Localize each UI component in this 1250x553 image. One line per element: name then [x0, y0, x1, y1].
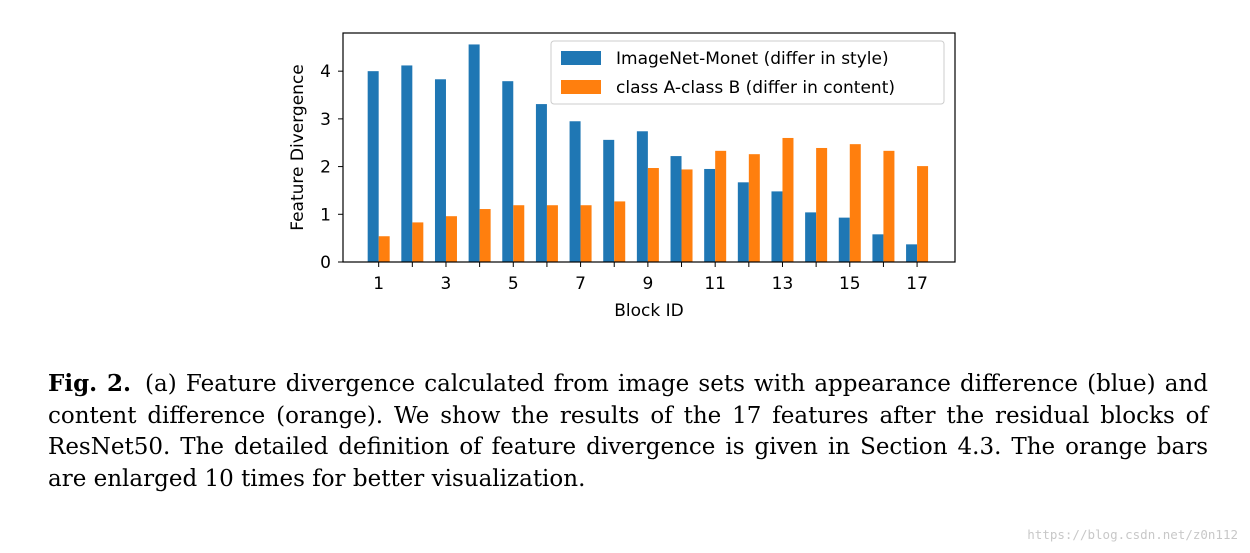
- bar-content-block-8: [614, 201, 626, 262]
- bar-style-block-9: [636, 131, 648, 262]
- bar-style-block-2: [401, 65, 413, 262]
- bar-content-block-9: [647, 168, 659, 262]
- legend-swatch-content: [561, 80, 601, 94]
- bar-style-block-8: [603, 139, 615, 262]
- bar-style-block-14: [805, 212, 817, 262]
- bar-style-block-1: [367, 71, 379, 263]
- bar-style-block-5: [502, 81, 514, 262]
- bar-style-block-11: [704, 168, 716, 262]
- bar-content-block-17: [917, 166, 929, 262]
- bar-content-block-1: [378, 236, 390, 262]
- bar-style-block-7: [569, 121, 581, 263]
- bar-content-block-5: [513, 205, 525, 262]
- y-tick-label: 2: [320, 158, 331, 178]
- y-tick-label: 0: [320, 253, 331, 273]
- legend-label-style: ImageNet-Monet (differ in style): [616, 49, 889, 69]
- bar-style-block-13: [771, 191, 783, 262]
- y-tick-label: 4: [320, 62, 331, 82]
- bar-style-block-16: [872, 234, 884, 262]
- legend-swatch-style: [561, 51, 601, 65]
- bar-style-block-6: [535, 104, 547, 262]
- x-tick-label: 17: [906, 274, 928, 294]
- x-tick-label: 1: [373, 274, 384, 294]
- x-tick-label: 5: [508, 274, 519, 294]
- watermark: https://blog.csdn.net/z0n112: [1027, 527, 1238, 542]
- bar-content-block-2: [412, 222, 424, 262]
- x-axis-label: Block ID: [614, 301, 684, 321]
- bar-content-block-12: [748, 154, 760, 262]
- caption-text: (a) Feature divergence calculated from i…: [48, 371, 1208, 492]
- bar-content-block-10: [681, 169, 693, 262]
- chart-figure: 1 3 5 7 9 11 13 15 17 0 1 2 3 4 Block ID Feature Diver…: [288, 32, 956, 321]
- bar-content-block-11: [715, 150, 727, 262]
- caption-label: Fig. 2.: [48, 370, 132, 397]
- bar-content-block-15: [849, 144, 861, 262]
- x-tick-label: 11: [704, 274, 726, 294]
- figure-caption: Fig. 2. (a) Feature divergence calculated…: [48, 368, 1208, 495]
- plot-frame: [342, 32, 956, 263]
- x-tick-label: 9: [642, 274, 653, 294]
- y-tick-label: 3: [320, 110, 331, 130]
- x-tick-label: 7: [575, 274, 586, 294]
- bar-content-block-13: [782, 137, 794, 262]
- x-tick-label: 3: [441, 274, 452, 294]
- bar-style-block-12: [737, 182, 749, 262]
- bar-style-block-17: [906, 244, 918, 262]
- bar-content-block-7: [580, 205, 592, 262]
- bar-style-block-15: [838, 217, 850, 262]
- bar-style-block-4: [468, 44, 480, 263]
- bar-content-block-6: [546, 205, 558, 262]
- bar-style-block-3: [434, 79, 446, 262]
- legend-label-content: class A-class B (differ in content): [616, 78, 895, 98]
- legend-box: [550, 40, 945, 105]
- bar-content-block-16: [883, 150, 895, 262]
- bar-content-block-3: [445, 216, 457, 262]
- bar-style-block-10: [670, 156, 682, 262]
- y-tick-label: 1: [320, 205, 331, 225]
- y-axis-label: Feature Divergence: [288, 64, 308, 231]
- bar-content-block-14: [816, 147, 828, 262]
- bar-content-block-4: [479, 209, 491, 262]
- x-tick-label: 13: [772, 274, 794, 294]
- x-tick-label: 15: [839, 274, 861, 294]
